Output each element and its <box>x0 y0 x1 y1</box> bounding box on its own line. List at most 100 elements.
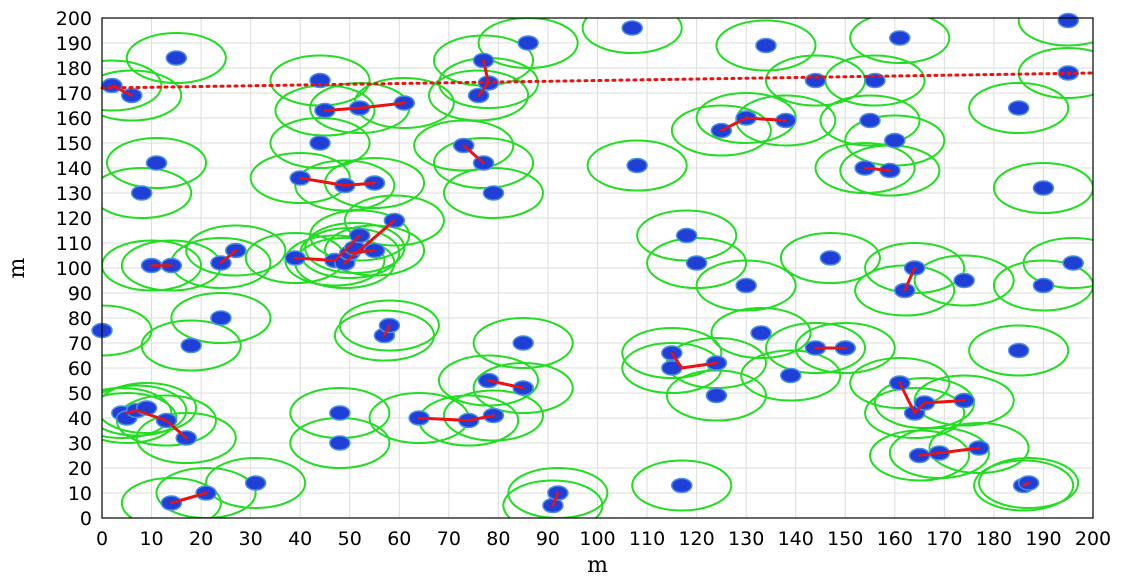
link-segment <box>462 144 485 165</box>
sensor-node <box>244 475 267 491</box>
range-circle <box>294 159 396 212</box>
link-segment <box>343 219 396 265</box>
sensor-node <box>819 250 842 266</box>
x-tick-label: 90 <box>536 528 560 550</box>
y-tick-label: 110 <box>56 233 92 255</box>
x-axis-label: m <box>587 553 608 576</box>
range-circle <box>105 137 208 189</box>
sensor-node <box>1057 12 1079 29</box>
y-tick-label: 170 <box>56 83 92 105</box>
y-tick-label: 0 <box>80 508 92 530</box>
range-circle <box>740 349 842 402</box>
sensor-node <box>1032 180 1055 196</box>
link-segment <box>1022 481 1030 487</box>
link-segment <box>863 166 892 172</box>
y-tick-label: 50 <box>68 383 92 405</box>
x-tick-label: 50 <box>338 528 362 550</box>
link-segment <box>358 101 406 110</box>
link-segment <box>720 116 748 132</box>
range-circle <box>338 299 440 352</box>
range-circle <box>586 139 688 192</box>
range-circle <box>968 324 1070 377</box>
range-circle <box>1017 18 1093 47</box>
y-tick-label: 30 <box>68 433 92 455</box>
range-circle <box>1022 237 1093 289</box>
range-circle <box>442 389 544 442</box>
range-circle <box>670 104 772 157</box>
link-segment <box>551 491 560 507</box>
link-segment <box>293 256 337 262</box>
y-tick-label: 180 <box>56 58 92 80</box>
dotted-route-line <box>100 71 1095 90</box>
range-circle <box>155 467 257 518</box>
sensor-node <box>685 255 708 271</box>
range-circles <box>102 18 1093 518</box>
y-tick-label: 40 <box>68 408 92 430</box>
sensor-node <box>517 35 539 51</box>
range-circle <box>507 467 609 518</box>
range-circle <box>472 317 574 369</box>
link-segment <box>417 416 470 422</box>
x-tick-label: 200 <box>1075 528 1111 550</box>
range-circle <box>849 357 951 409</box>
range-circle <box>477 18 579 69</box>
sensor-node <box>705 387 728 404</box>
link-segment <box>343 181 376 187</box>
range-circle <box>249 152 351 204</box>
range-circle <box>581 18 683 54</box>
link-segment <box>482 59 490 85</box>
range-circle <box>710 307 812 359</box>
range-circle <box>140 319 242 372</box>
route-path <box>100 71 1095 90</box>
range-circle <box>102 167 193 219</box>
y-tick-label: 120 <box>56 208 92 230</box>
range-circle <box>819 94 921 147</box>
x-tick-label: 70 <box>437 528 461 550</box>
link-segment <box>744 116 788 122</box>
x-tick-label: 140 <box>778 528 814 550</box>
y-tick-label: 130 <box>56 183 92 205</box>
range-circle <box>973 459 1075 512</box>
link-segment <box>170 491 208 505</box>
range-circle <box>269 117 371 169</box>
y-tick-label: 60 <box>68 358 92 380</box>
range-circle <box>125 32 227 84</box>
range-circle <box>502 479 604 518</box>
range-circle <box>621 327 723 379</box>
range-circle <box>323 224 426 277</box>
link-segment <box>298 176 347 187</box>
x-tick-label: 110 <box>629 528 665 550</box>
sensor-node <box>1062 255 1084 271</box>
x-tick-label: 160 <box>877 528 913 550</box>
range-circle <box>715 19 817 72</box>
x-tick-label: 20 <box>189 528 213 550</box>
sensor-node <box>165 50 188 66</box>
range-circle <box>779 232 881 284</box>
sensor-node <box>1032 277 1055 294</box>
sensor-node <box>804 72 827 89</box>
link-segment <box>918 451 941 457</box>
sensor-node <box>482 185 505 201</box>
y-tick-label: 200 <box>56 8 92 30</box>
y-tick-labels: 0 10 20 30 40 50 60 70 80 90 100 110 120 130 140 150 160… <box>56 8 92 530</box>
link-segment <box>348 249 376 255</box>
range-circle <box>413 119 515 172</box>
sensor-node <box>512 335 534 351</box>
sensor-node <box>329 405 351 421</box>
range-circle <box>913 254 1015 307</box>
range-circle <box>120 477 222 518</box>
y-tick-label: 10 <box>68 483 92 505</box>
y-tick-label: 70 <box>68 333 92 355</box>
link-segment <box>477 81 490 97</box>
sensor-node <box>884 132 906 149</box>
range-circle <box>135 412 237 464</box>
y-tick-label: 80 <box>68 308 92 330</box>
sensor-node <box>750 325 772 341</box>
range-circle <box>888 427 990 479</box>
range-circle <box>764 322 867 374</box>
sensor-node <box>309 135 331 151</box>
range-circle <box>309 209 411 262</box>
link-segment <box>938 446 981 455</box>
y-tick-label: 20 <box>68 458 92 480</box>
